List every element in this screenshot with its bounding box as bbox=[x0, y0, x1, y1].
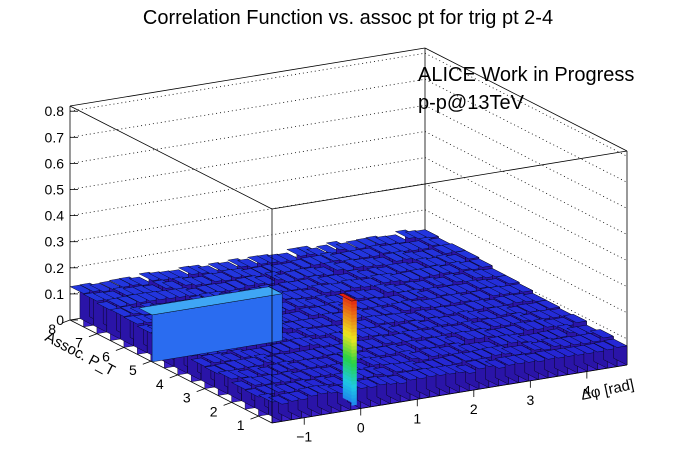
front-frame bbox=[69, 105, 628, 424]
z-grid bbox=[69, 52, 628, 340]
grid-line bbox=[424, 105, 628, 209]
y-tick-label: 8 bbox=[48, 321, 56, 337]
y-tick bbox=[142, 360, 151, 365]
grid-line bbox=[69, 105, 426, 164]
x-tick-label: −1 bbox=[296, 429, 312, 445]
y-tick-label: 5 bbox=[129, 362, 137, 378]
z-tick-label: 0.4 bbox=[45, 208, 65, 224]
y-tick bbox=[88, 333, 98, 338]
floor-bar bbox=[589, 329, 615, 339]
ridge-bar bbox=[138, 286, 283, 363]
annotation-energy: p-p@13TeV bbox=[418, 92, 525, 114]
grid-line bbox=[424, 131, 628, 235]
y-tick-label: 3 bbox=[183, 390, 191, 406]
frame-edge bbox=[424, 47, 628, 152]
floor-bar bbox=[603, 338, 628, 348]
floor-bar bbox=[508, 283, 534, 293]
grid-line bbox=[424, 157, 628, 261]
ridge-top bbox=[138, 286, 283, 316]
floor-bar bbox=[454, 250, 480, 260]
grid-line bbox=[424, 52, 628, 157]
floor-bar bbox=[535, 299, 561, 309]
frame-edge bbox=[69, 105, 273, 210]
z-tick-label: 0.2 bbox=[45, 260, 65, 276]
y-tick bbox=[61, 319, 71, 324]
grid-line bbox=[424, 78, 628, 183]
grid-line bbox=[69, 131, 426, 190]
grid-line bbox=[424, 209, 628, 314]
y-axis-ticks: 1 2 3 4 5 6 7 8 bbox=[48, 319, 259, 433]
floor-bar bbox=[495, 275, 520, 285]
x-axis-ticks: −1 0 1 2 3 4 bbox=[296, 371, 591, 445]
x-tick-label: 0 bbox=[357, 420, 365, 436]
y-tick bbox=[196, 388, 205, 393]
y-tick bbox=[223, 402, 232, 406]
peak-top bbox=[337, 293, 358, 302]
z-tick-label: 0.6 bbox=[45, 155, 65, 171]
floor-bar bbox=[414, 229, 440, 239]
y-tick bbox=[169, 374, 178, 379]
grid-line bbox=[424, 235, 628, 340]
frame-edge bbox=[271, 364, 628, 424]
y-tick-label: 7 bbox=[75, 335, 83, 351]
z-tick-label: 0.3 bbox=[45, 234, 65, 250]
x-tick-label: 2 bbox=[470, 401, 478, 417]
grid-line bbox=[69, 52, 426, 112]
y-tick-label: 4 bbox=[156, 376, 164, 392]
x-tick-label: 3 bbox=[526, 392, 534, 408]
y-tick-label: 2 bbox=[210, 403, 218, 419]
frame-edge bbox=[69, 319, 273, 424]
floor-bar bbox=[562, 313, 588, 323]
grid-line bbox=[69, 157, 426, 217]
frame-edge bbox=[271, 150, 628, 210]
y-tick-label: 6 bbox=[102, 348, 110, 364]
z-tick-label: 0.8 bbox=[45, 103, 65, 119]
x-tick-label: 4 bbox=[583, 383, 591, 399]
z-axis-ticks: 0 0.1 0.2 0.3 0.4 0.5 0.6 0.7 0.8 bbox=[45, 103, 78, 328]
x-axis-label: Δφ [rad] bbox=[579, 376, 635, 404]
frame-edge bbox=[69, 47, 426, 107]
grid-line bbox=[69, 78, 426, 138]
z-tick-label: 0 bbox=[56, 312, 64, 328]
z-tick-label: 0.7 bbox=[45, 129, 65, 145]
y-tick bbox=[115, 347, 125, 351]
floor-bar bbox=[468, 258, 493, 268]
z-tick-label: 0.5 bbox=[45, 182, 65, 198]
x-tick-label: 1 bbox=[413, 410, 421, 426]
grid-line bbox=[424, 183, 628, 288]
z-tick-label: 0.1 bbox=[45, 286, 65, 302]
y-tick-label: 1 bbox=[237, 417, 245, 433]
annotation-alice: ALICE Work in Progress bbox=[418, 64, 634, 86]
chart-title: Correlation Function vs. assoc pt for tr… bbox=[143, 7, 553, 29]
peak-bar bbox=[337, 293, 358, 406]
y-tick bbox=[250, 415, 259, 420]
